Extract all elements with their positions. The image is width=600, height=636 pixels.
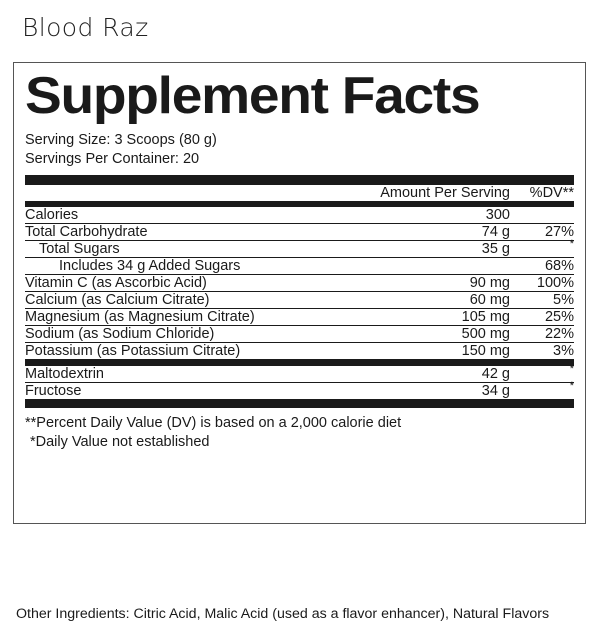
nutrient-amount: 42 g	[481, 366, 510, 382]
nutrient-row: Sodium (as Sodium Chloride) 500 mg 22%	[25, 325, 574, 343]
panel-title: Supplement Facts	[25, 67, 481, 125]
column-header-row: Amount Per Serving %DV**	[25, 185, 574, 201]
nutrient-percent-dv: *	[510, 363, 574, 383]
rule-bottom	[25, 399, 574, 408]
nutrient-amount: 34 g	[400, 382, 510, 399]
other-ingredients: Other Ingredients: Citric Acid, Malic Ac…	[16, 606, 550, 622]
nutrient-name: Includes 34 g Added Sugars	[25, 257, 400, 275]
footnote-dv-not-established: *Daily Value not established	[30, 434, 210, 450]
nutrition-main-table: Calories 300 Total Carbohydrate 74 g 27% Tota…	[25, 207, 574, 359]
nutrient-row: Total Carbohydrate 74 g 27%	[25, 223, 574, 241]
nutrient-row: Potassium (as Potassium Citrate) 150 mg 3%	[25, 342, 574, 359]
header-amount-per-serving: Amount Per Serving	[380, 185, 510, 201]
nutrient-name: Sodium (as Sodium Chloride)	[25, 325, 400, 343]
nutrient-percent-dv: 100%	[510, 274, 574, 292]
nutrient-row: Fructose 34 g *	[25, 380, 574, 399]
nutrient-row: Maltodextrin 42 g *	[25, 363, 574, 383]
dv-asterisk: *	[569, 238, 574, 251]
nutrient-row: Calcium (as Calcium Citrate) 60 mg 5%	[25, 291, 574, 309]
nutrient-amount: 90 mg	[400, 274, 510, 292]
serving-info: Serving Size: 3 Scoops (80 g) Servings P…	[25, 131, 574, 168]
nutrient-name: Total Carbohydrate	[25, 223, 400, 241]
nutrient-row: Includes 34 g Added Sugars 68%	[25, 257, 574, 275]
nutrient-amount: 35 g	[400, 240, 510, 258]
nutrient-row: Calories 300	[25, 207, 574, 224]
footnotes: **Percent Daily Value (DV) is based on a…	[25, 414, 574, 452]
footnote-percent-dv: **Percent Daily Value (DV) is based on a…	[25, 415, 402, 431]
nutrient-amount: 105 mg	[400, 308, 510, 326]
nutrient-amount: 60 mg	[400, 291, 510, 309]
nutrient-row: Vitamin C (as Ascorbic Acid) 90 mg 100%	[25, 274, 574, 292]
supplement-facts-panel: Supplement Facts Serving Size: 3 Scoops …	[13, 62, 586, 524]
nutrient-percent-dv: *	[510, 238, 574, 258]
nutrient-amount: 500 mg	[400, 325, 510, 343]
nutrient-amount: 74 g	[400, 223, 510, 241]
dv-asterisk: *	[569, 363, 574, 376]
nutrient-row: Magnesium (as Magnesium Citrate) 105 mg 25…	[25, 308, 574, 326]
nutrient-name: Potassium (as Potassium Citrate)	[25, 342, 400, 359]
nutrient-amount: 300	[485, 207, 510, 223]
nutrient-percent-dv: *	[510, 380, 574, 399]
rule-medium-under-header	[25, 201, 574, 207]
nutrient-percent-dv	[510, 207, 574, 224]
nutrient-amount	[400, 257, 510, 275]
nutrient-name: Fructose	[25, 382, 400, 399]
nutrient-row: Total Sugars 35 g *	[25, 238, 574, 258]
rule-thick-top	[25, 175, 574, 185]
product-flavor-name: Blood Raz	[22, 13, 149, 42]
nutrient-percent-dv: 25%	[510, 308, 574, 326]
header-spacer	[25, 185, 380, 201]
servings-per-container: Servings Per Container: 20	[25, 150, 200, 167]
header-percent-dv: %DV**	[529, 185, 574, 201]
nutrient-name: Calcium (as Calcium Citrate)	[25, 291, 400, 309]
nutrient-percent-dv: 68%	[510, 257, 574, 275]
rule-section-divider	[25, 359, 574, 366]
nutrient-name: Vitamin C (as Ascorbic Acid)	[25, 274, 400, 292]
nutrient-percent-dv: 5%	[510, 291, 574, 309]
nutrient-name: Magnesium (as Magnesium Citrate)	[25, 308, 400, 326]
serving-size: Serving Size: 3 Scoops (80 g)	[25, 132, 217, 148]
nutrient-name: Maltodextrin	[25, 366, 104, 382]
nutrient-amount: 150 mg	[400, 342, 510, 359]
nutrient-name: Calories	[25, 207, 79, 223]
nutrient-percent-dv: 27%	[510, 223, 574, 241]
nutrition-header-table: Amount Per Serving %DV**	[25, 185, 574, 201]
nutrient-percent-dv: 3%	[510, 342, 574, 359]
nutrient-percent-dv: 22%	[510, 325, 574, 343]
nutrient-name: Total Sugars	[25, 240, 400, 258]
dv-asterisk: *	[569, 380, 574, 393]
nutrition-secondary-table: Maltodextrin 42 g * Fructose 34 g *	[25, 363, 574, 399]
